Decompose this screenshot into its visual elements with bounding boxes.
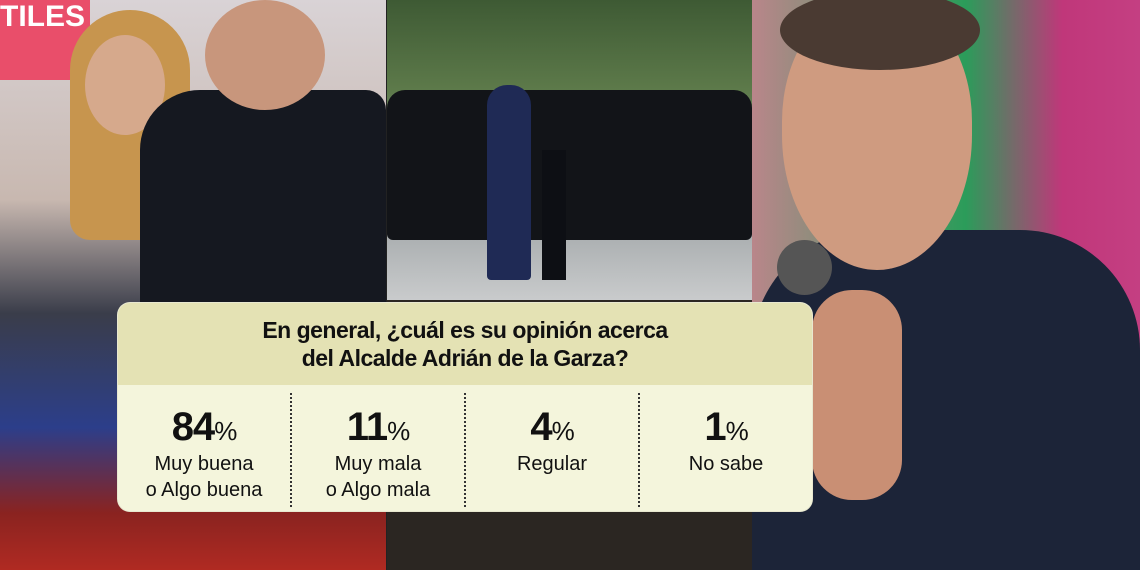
photo-detail [140,90,386,310]
result-value: 11% [292,407,464,451]
photo-detail [812,290,902,500]
value: 4 [530,405,552,449]
result-value: 84% [118,407,290,451]
poll-results: 84% Muy buena o Algo buena 11% Muy mala … [118,385,812,511]
result-no-sabe: 1% No sabe [638,393,812,507]
question-line: En general, ¿cuál es su opinión acerca [262,317,668,343]
photo-detail [387,90,752,240]
photo-detail [487,85,531,280]
photo-detail [780,0,980,70]
value: 11 [346,405,388,449]
result-value: 1% [640,407,812,451]
result-label: No sabe [688,453,764,475]
result-label: o Algo mala [325,479,431,501]
result-muy-buena: 84% Muy buena o Algo buena [118,393,290,507]
result-muy-mala: 11% Muy mala o Algo mala [290,393,464,507]
photo-police-vehicles [387,0,752,300]
photo-detail [205,0,325,110]
sign-text: TILES [0,0,86,33]
microphone [777,240,832,295]
unit: % [387,416,410,446]
value: 1 [704,405,726,449]
result-label: Muy buena [154,453,254,475]
value: 84 [171,405,215,449]
photo-detail [542,150,566,280]
poll-question: En general, ¿cuál es su opinión acerca d… [118,303,812,385]
unit: % [214,416,237,446]
question-line: del Alcalde Adrián de la Garza? [301,345,629,371]
photo-event-left: TILES [0,0,386,570]
photo-mayor-speaking [752,0,1140,570]
poll-card: En general, ¿cuál es su opinión acerca d… [118,303,812,511]
unit: % [551,416,575,446]
result-label: Regular [516,453,588,475]
result-label: o Algo buena [145,479,263,501]
result-label: Muy mala [334,453,422,475]
unit: % [725,416,749,446]
result-regular: 4% Regular [464,393,638,507]
result-value: 4% [466,407,638,451]
